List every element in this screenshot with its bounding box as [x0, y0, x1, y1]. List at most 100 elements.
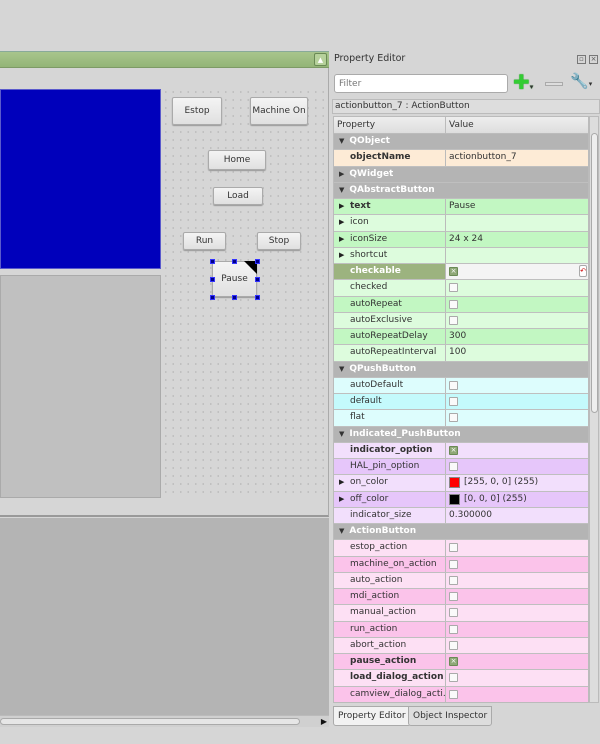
expanded-arrow-icon[interactable]: ▼: [339, 364, 345, 373]
property-value[interactable]: [0, 0, 0] (255): [464, 493, 527, 504]
collapsed-arrow-icon[interactable]: ▶: [339, 478, 345, 487]
property-value[interactable]: 24 x 24: [449, 233, 483, 244]
checkbox[interactable]: [449, 462, 458, 472]
checkbox[interactable]: [449, 299, 458, 309]
collapsed-arrow-icon[interactable]: ▶: [339, 234, 345, 243]
property-row[interactable]: autoRepeatInterval 100: [334, 345, 588, 362]
property-row[interactable]: mdi_action: [334, 589, 588, 606]
property-row[interactable]: objectName actionbutton_7: [334, 150, 588, 167]
selection-handle[interactable]: [210, 277, 215, 282]
preview-widget[interactable]: [0, 89, 161, 269]
property-row[interactable]: pause_action ×: [334, 654, 588, 671]
checkbox[interactable]: [449, 543, 458, 553]
property-row[interactable]: ▶ iconSize 24 x 24: [334, 231, 588, 248]
property-row[interactable]: auto_action: [334, 572, 588, 589]
property-table[interactable]: Property Value ▼ QObject objectName actionb…: [333, 116, 589, 703]
property-row[interactable]: flat: [334, 410, 588, 427]
property-row[interactable]: autoDefault: [334, 377, 588, 394]
estop-button[interactable]: Estop: [172, 97, 222, 125]
checkbox[interactable]: [449, 413, 458, 423]
property-row[interactable]: abort_action: [334, 637, 588, 654]
expanded-arrow-icon[interactable]: ▼: [339, 429, 345, 438]
property-value[interactable]: 0.300000: [449, 509, 492, 520]
tab-property-editor[interactable]: Property Editor: [333, 706, 411, 726]
checkbox[interactable]: [449, 559, 458, 569]
property-group[interactable]: ▶ QWidget: [334, 166, 588, 183]
column-header-property[interactable]: Property: [334, 117, 446, 133]
property-row[interactable]: autoRepeat: [334, 296, 588, 313]
checkbox[interactable]: [449, 315, 458, 325]
collapsed-arrow-icon[interactable]: ▶: [339, 494, 345, 503]
selection-handle[interactable]: [210, 295, 215, 300]
checkbox[interactable]: [449, 380, 458, 390]
property-group[interactable]: ▼ QPushButton: [334, 361, 588, 378]
horizontal-scrollbar[interactable]: ▶: [0, 715, 329, 727]
scrollbar-thumb[interactable]: [591, 133, 598, 413]
checkbox[interactable]: [449, 624, 458, 634]
load-button[interactable]: Load: [213, 187, 263, 205]
property-value[interactable]: actionbutton_7: [449, 152, 517, 163]
float-dock-icon[interactable]: ▫: [577, 55, 586, 64]
property-row[interactable]: camview_dialog_acti...: [334, 686, 588, 702]
checkbox[interactable]: [449, 592, 458, 602]
property-row[interactable]: indicator_option ×: [334, 442, 588, 459]
checkbox[interactable]: ×: [449, 657, 458, 667]
selection-handle[interactable]: [255, 277, 260, 282]
machine-on-button[interactable]: Machine On: [250, 97, 308, 125]
property-row[interactable]: machine_on_action: [334, 556, 588, 573]
property-row[interactable]: run_action: [334, 621, 588, 638]
property-group[interactable]: ▼ QObject: [334, 134, 588, 151]
bottom-panel-widget[interactable]: [0, 275, 161, 498]
scrollbar-thumb[interactable]: [0, 718, 300, 725]
selection-handle[interactable]: [255, 259, 260, 264]
checkbox[interactable]: [449, 689, 458, 699]
property-row[interactable]: checked: [334, 280, 588, 297]
filter-input[interactable]: [334, 74, 508, 93]
property-value[interactable]: 100: [449, 347, 467, 358]
selection-handle[interactable]: [232, 295, 237, 300]
close-dock-icon[interactable]: ×: [589, 55, 598, 64]
property-value[interactable]: [255, 0, 0] (255): [464, 477, 539, 488]
expanded-arrow-icon[interactable]: ▼: [339, 185, 345, 194]
stop-button[interactable]: Stop: [257, 232, 301, 250]
property-row[interactable]: ▶ shortcut: [334, 247, 588, 264]
property-row[interactable]: ▶ off_color [0, 0, 0] (255): [334, 491, 588, 508]
property-row[interactable]: estop_action: [334, 540, 588, 557]
property-row[interactable]: autoExclusive: [334, 312, 588, 329]
property-value[interactable]: Pause: [449, 201, 476, 212]
property-row[interactable]: indicator_size 0.300000: [334, 507, 588, 524]
property-group[interactable]: ▼ QAbstractButton: [334, 182, 588, 199]
expanded-arrow-icon[interactable]: ▼: [339, 527, 345, 535]
collapsed-arrow-icon[interactable]: ▶: [339, 202, 345, 210]
property-row[interactable]: HAL_pin_option: [334, 459, 588, 476]
checkbox[interactable]: ×: [449, 445, 458, 455]
tab-object-inspector[interactable]: Object Inspector: [408, 706, 493, 726]
checkbox[interactable]: [449, 575, 458, 585]
column-header-value[interactable]: Value: [449, 120, 474, 130]
property-row[interactable]: ▶ text Pause: [334, 199, 588, 216]
checkbox[interactable]: ×: [449, 267, 458, 277]
checkbox[interactable]: [449, 640, 458, 650]
checkbox[interactable]: [449, 608, 458, 618]
property-group[interactable]: ▼ Indicated_PushButton: [334, 426, 588, 443]
add-dynamic-property-icon[interactable]: ✚▾: [513, 70, 534, 94]
scroll-right-icon[interactable]: ▶: [320, 717, 327, 726]
property-row[interactable]: autoRepeatDelay 300: [334, 329, 588, 346]
home-button[interactable]: Home: [208, 150, 266, 170]
expanded-arrow-icon[interactable]: ▼: [339, 137, 345, 145]
checkbox[interactable]: [449, 283, 458, 293]
vertical-scrollbar[interactable]: [589, 116, 599, 703]
checkbox[interactable]: [449, 673, 458, 683]
property-row[interactable]: checkable × ↶: [334, 264, 588, 281]
run-button[interactable]: Run: [183, 232, 226, 250]
collapsed-arrow-icon[interactable]: ▶: [339, 169, 345, 178]
collapse-up-icon[interactable]: ▲: [314, 53, 327, 66]
property-row[interactable]: ▶ on_color [255, 0, 0] (255): [334, 475, 588, 492]
selection-handle[interactable]: [255, 295, 260, 300]
property-value[interactable]: 300: [449, 331, 467, 342]
property-row[interactable]: ▶ icon: [334, 215, 588, 232]
remove-property-icon[interactable]: [545, 82, 563, 86]
configure-wrench-icon[interactable]: 🔧▾: [570, 72, 593, 90]
selection-handle[interactable]: [210, 259, 215, 264]
checkbox[interactable]: [449, 397, 458, 407]
